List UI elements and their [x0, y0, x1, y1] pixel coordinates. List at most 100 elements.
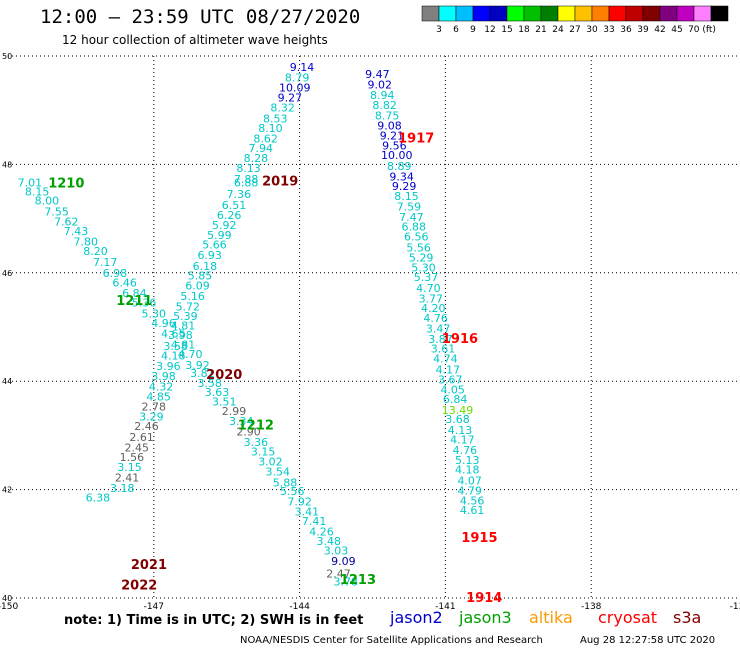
wave-height-value: 7.92	[287, 496, 312, 509]
legend-s3a: s3a	[673, 608, 702, 627]
wave-height-value: 6.26	[217, 209, 242, 222]
color-scale-legend: 3 6 9 12 15 18 21 24 27 30 33 36 39 42 45 70 (ft)	[421, 5, 729, 35]
wave-height-value: 5.29	[409, 252, 434, 265]
wave-height-value: 6.38	[86, 492, 111, 505]
wave-height-value: 4.65	[161, 328, 186, 341]
wave-height-value: 3.78	[334, 576, 359, 589]
wave-height-value: 7.47	[399, 211, 424, 224]
wave-height-value: 8.20	[83, 245, 108, 258]
pass-label: 1917	[398, 131, 434, 146]
wave-height-value: 6.98	[103, 267, 128, 280]
wave-height-value: 3.61	[431, 343, 456, 356]
wave-height-value: 6.88	[234, 176, 259, 189]
pass-label: 1213	[340, 573, 376, 588]
wave-height-value: 4.81	[171, 319, 196, 332]
wave-height-value: 4.20	[421, 302, 446, 315]
wave-height-value: 3.36	[244, 436, 269, 449]
wave-height-value: 7.36	[227, 188, 252, 201]
credit-text: NOAA/NESDIS Center for Satellite Applica…	[240, 635, 543, 646]
wave-height-value: 4.70	[178, 348, 203, 361]
wave-height-value: 4.85	[146, 390, 171, 403]
wave-height-value: 3.29	[139, 410, 164, 423]
wave-height-value: 7.94	[248, 142, 273, 155]
legend-label: 6	[453, 25, 459, 35]
x-tick-label: -147	[144, 602, 164, 612]
wave-height-value: 7.01	[18, 176, 43, 189]
wave-height-value: 6.93	[197, 249, 222, 262]
wave-height-value: 5.92	[212, 219, 237, 232]
wave-height-value: 6.46	[112, 277, 137, 290]
wave-height-value: 5.66	[202, 239, 227, 252]
wave-height-value: 6.56	[404, 230, 429, 243]
pass-label: 2019	[262, 175, 298, 190]
wave-height-value: 6.09	[185, 279, 210, 292]
legend-label: 70 (ft)	[688, 25, 716, 35]
page-subtitle: 12 hour collection of altimeter wave hei…	[62, 33, 328, 47]
wave-height-value: 2.45	[125, 441, 150, 454]
page-title: 12:00 — 23:59 UTC 08/27/2020	[40, 6, 361, 28]
wave-height-value: 5.30	[411, 261, 436, 274]
wave-height-value: 3.02	[258, 455, 283, 468]
wave-height-value: 4.61	[460, 504, 485, 517]
wave-height-value: 4.74	[433, 352, 458, 365]
wave-height-value: 6.84	[443, 393, 468, 406]
wave-height-value: 8.89	[387, 160, 412, 173]
y-tick-label: 46	[2, 269, 12, 278]
wave-height-value: 6.18	[193, 260, 218, 273]
pass-label: 1210	[48, 176, 84, 191]
legend-altika: altika	[529, 608, 573, 627]
legend-label: 9	[470, 25, 476, 35]
y-tick-label: 48	[2, 160, 12, 169]
wave-height-value: 2.90	[236, 426, 261, 439]
wave-height-value: 1.56	[120, 451, 145, 464]
wave-height-value: 8.15	[25, 186, 50, 199]
wave-height-value: 4.56	[460, 494, 485, 507]
wave-height-value: 5.85	[188, 270, 213, 283]
wave-height-value: 4.76	[423, 312, 448, 325]
wave-height-value: 4.32	[149, 381, 174, 394]
wave-height-value: 9.09	[331, 555, 356, 568]
wave-height-value: 10.00	[381, 149, 413, 162]
footer-note: note: 1) Time is in UTC; 2) SWH is in fe…	[64, 613, 364, 628]
wave-height-value: 3.68	[445, 413, 470, 426]
wave-height-value: 8.15	[394, 190, 419, 203]
legend-swatch	[710, 5, 729, 22]
legend-label: 45	[671, 25, 682, 35]
wave-height-value: 5.56	[280, 485, 305, 498]
wave-height-value: 4.81	[171, 338, 196, 351]
wave-height-value: 3.15	[117, 461, 142, 474]
wave-height-value: 8.79	[285, 72, 310, 85]
pass-label: 2020	[206, 368, 242, 383]
wave-height-value: 5.13	[455, 454, 480, 467]
pass-label: 1211	[116, 294, 152, 309]
legend-label: 18	[518, 25, 530, 35]
wave-height-value: 9.56	[382, 139, 407, 152]
wave-height-value: 6.88	[402, 221, 427, 234]
wave-height-value: 3.51	[212, 395, 237, 408]
legend-label: 33	[603, 25, 614, 35]
wave-height-value: 3.96	[156, 360, 181, 373]
wave-height-value: 4.76	[453, 444, 478, 457]
wave-height-value: 3.77	[419, 292, 444, 305]
pass-label: 2021	[131, 558, 167, 573]
wave-height-value: 3.41	[295, 505, 320, 518]
wave-height-value: 6.84	[122, 287, 147, 300]
wave-height-value: 3.98	[151, 370, 176, 383]
legend-label: 21	[535, 25, 546, 35]
wave-height-value: 3.47	[426, 323, 451, 336]
wave-height-value: 2.46	[134, 420, 159, 433]
legend-label: 12	[484, 25, 495, 35]
pass-label: 1212	[238, 419, 274, 434]
wave-height-value: 8.94	[370, 89, 395, 102]
wave-height-value: 8.32	[270, 101, 295, 114]
wave-height-value: 2.78	[142, 401, 167, 414]
wave-height-value: 3.92	[185, 359, 210, 372]
wave-height-value: 7.59	[397, 201, 422, 214]
pass-label: 1914	[466, 591, 502, 606]
wave-height-value: 3.48	[317, 535, 342, 548]
wave-height-value: 3.58	[197, 377, 222, 390]
legend-label: 3	[436, 25, 442, 35]
wave-height-value: 5.72	[176, 300, 201, 313]
wave-height-value: 4.17	[450, 434, 475, 447]
legend-cryosat: cryosat	[598, 608, 658, 627]
